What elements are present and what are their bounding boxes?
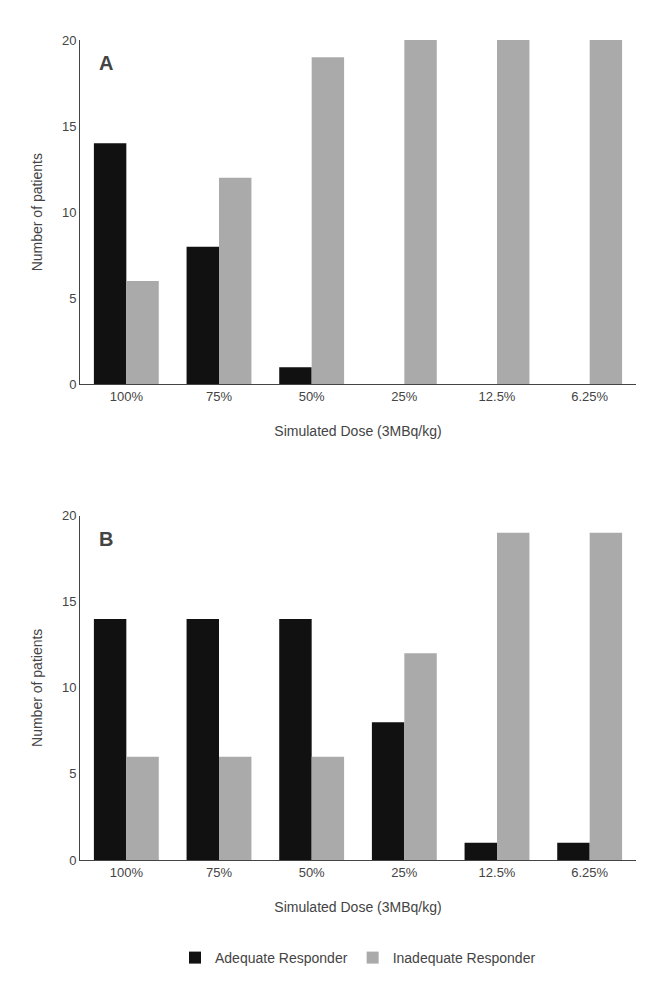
svg-text:12.5%: 12.5% [479,389,516,404]
svg-text:Inadequate Responder: Inadequate Responder [393,950,536,966]
svg-text:0: 0 [69,377,76,392]
svg-text:15: 15 [62,119,76,134]
svg-text:Number of patients: Number of patients [29,153,45,271]
svg-text:Simulated Dose (3MBq/kg): Simulated Dose (3MBq/kg) [274,423,441,439]
svg-text:Adequate Responder: Adequate Responder [215,950,348,966]
svg-text:0: 0 [69,853,76,868]
svg-text:A: A [99,52,113,74]
svg-text:Number of patients: Number of patients [29,629,45,747]
svg-text:Simulated Dose (3MBq/kg): Simulated Dose (3MBq/kg) [274,899,441,915]
svg-text:B: B [99,528,113,550]
svg-text:75%: 75% [206,389,232,404]
svg-text:50%: 50% [299,389,325,404]
svg-text:5: 5 [69,766,76,781]
svg-text:75%: 75% [206,865,232,880]
svg-text:10: 10 [62,205,76,220]
svg-text:100%: 100% [110,389,144,404]
svg-text:15: 15 [62,594,76,609]
svg-text:20: 20 [62,33,76,48]
svg-text:50%: 50% [299,865,325,880]
svg-text:20: 20 [62,508,76,523]
svg-text:25%: 25% [391,389,417,404]
svg-text:100%: 100% [110,865,144,880]
svg-text:12.5%: 12.5% [479,865,516,880]
svg-text:10: 10 [62,680,76,695]
svg-text:25%: 25% [391,865,417,880]
svg-text:6.25%: 6.25% [571,389,608,404]
svg-text:5: 5 [69,291,76,306]
svg-text:6.25%: 6.25% [571,865,608,880]
